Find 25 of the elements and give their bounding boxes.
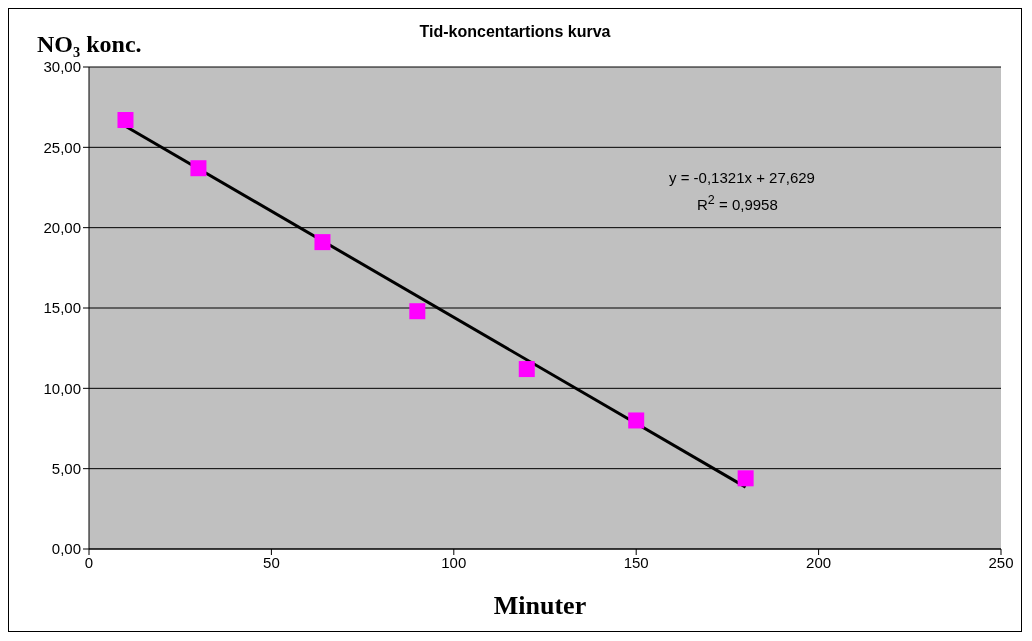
y-tick-label: 5,00 bbox=[51, 459, 81, 477]
x-tick-label: 0 bbox=[84, 553, 94, 571]
point bbox=[518, 361, 535, 378]
y-tick-label: 15,00 bbox=[43, 299, 81, 317]
chart-title: Tid-koncentartions kurva bbox=[419, 23, 611, 40]
point bbox=[314, 234, 331, 251]
y-tick-label: 25,00 bbox=[43, 138, 81, 156]
y-tick-label: 30,00 bbox=[43, 58, 81, 76]
y-tick-label: 0,00 bbox=[51, 540, 81, 558]
y-tick-label: 20,00 bbox=[43, 218, 81, 236]
x-axis-title: Minuter bbox=[492, 591, 588, 621]
x-tick-label: 200 bbox=[806, 553, 832, 571]
annotation: R$^{2}$ = 0,9958 bbox=[697, 193, 778, 213]
x-tick-label: 100 bbox=[441, 553, 467, 571]
point bbox=[190, 160, 207, 177]
point bbox=[409, 303, 426, 320]
annotation: y = -0,1321x + 27,629 bbox=[669, 169, 815, 186]
point bbox=[628, 412, 645, 429]
point bbox=[737, 470, 754, 487]
x-tick-label: 150 bbox=[623, 553, 649, 571]
point bbox=[117, 112, 134, 129]
x-tick-label: 250 bbox=[988, 553, 1014, 571]
y-axis-title: NO₃ konc. bbox=[37, 31, 142, 58]
y-tick-label: 10,00 bbox=[43, 379, 81, 397]
x-tick-label: 50 bbox=[263, 553, 280, 571]
